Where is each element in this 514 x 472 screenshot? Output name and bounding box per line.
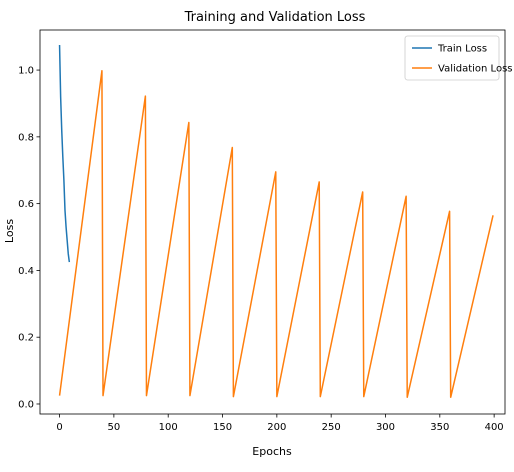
chart-title: Training and Validation Loss xyxy=(184,10,366,25)
x-tick-label-8: 400 xyxy=(485,422,504,433)
plot-frame xyxy=(39,29,506,415)
legend-label-1: Validation Loss xyxy=(438,64,513,75)
x-tick-label-3: 150 xyxy=(213,422,232,433)
series-line-1 xyxy=(58,69,494,399)
x-tick-label-7: 350 xyxy=(430,422,449,433)
legend-box xyxy=(404,35,500,81)
y-tick-label-1: 0.2 xyxy=(18,333,34,344)
axis-layer: 0 50 100 150 200 250 300 350 400 0.0 0.2 0.4 0.6 0.8 1… xyxy=(18,29,506,433)
y-tick-label-5: 1.0 xyxy=(18,66,34,77)
y-tick-label-3: 0.6 xyxy=(18,199,34,210)
x-tick-label-1: 50 xyxy=(108,422,121,433)
x-tick-label-2: 100 xyxy=(159,422,178,433)
legend-label-0: Train Loss xyxy=(437,44,487,55)
x-tick-label-5: 250 xyxy=(322,422,341,433)
x-axis-label: Epochs xyxy=(252,445,292,458)
series-layer xyxy=(58,45,494,399)
y-tick-label-0: 0.0 xyxy=(18,399,34,410)
y-tick-label-2: 0.4 xyxy=(18,266,34,277)
x-tick-label-6: 300 xyxy=(376,422,395,433)
legend: Train Loss Validation Loss xyxy=(404,35,513,81)
y-tick-label-4: 0.8 xyxy=(18,132,34,143)
x-tick-label-0: 0 xyxy=(56,422,62,433)
y-axis-label: Loss xyxy=(3,219,16,243)
x-tick-label-4: 200 xyxy=(267,422,286,433)
series-line-0 xyxy=(58,45,71,263)
